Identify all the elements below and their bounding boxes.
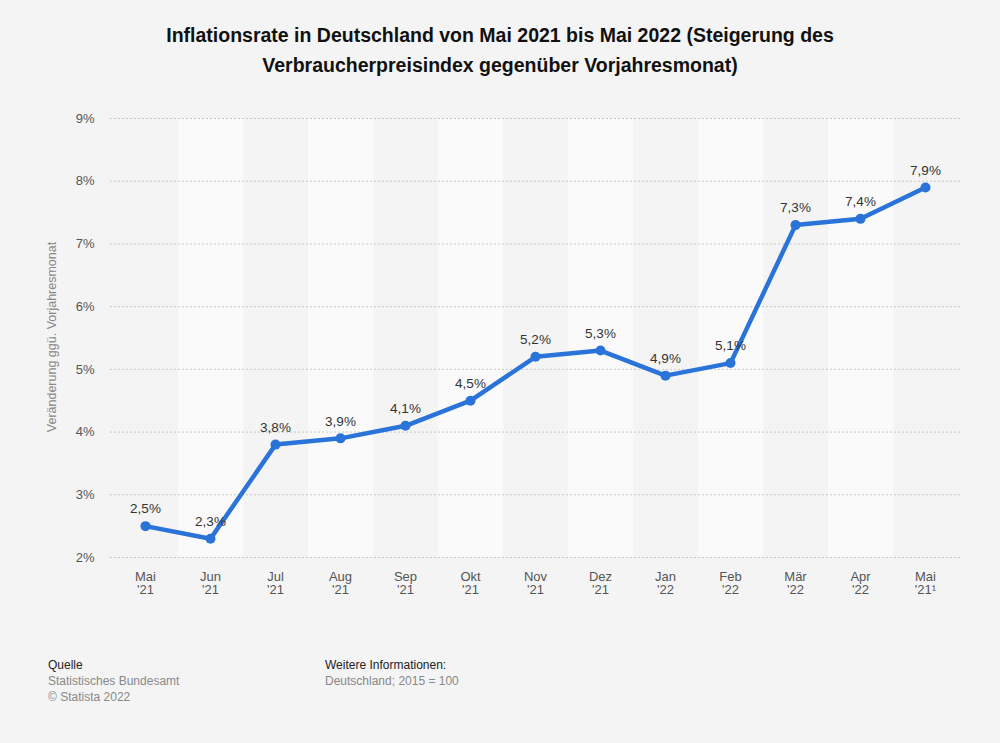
html-text:Inflationsrate in Deutschland: Inflationsrate in Deutschland von Mai 20… — [166, 24, 834, 76]
svg-text:Sep'21: Sep'21 — [394, 569, 417, 597]
svg-text:7,3%: 7,3% — [780, 200, 811, 215]
svg-text:5,1%: 5,1% — [715, 338, 746, 353]
svg-text:Jan'22: Jan'22 — [655, 569, 676, 597]
svg-text:Mai'21: Mai'21 — [135, 569, 156, 597]
html-text:© Statista 2022: © Statista 2022 — [48, 690, 131, 704]
svg-text:9%: 9% — [76, 111, 95, 126]
svg-text:4,5%: 4,5% — [455, 376, 486, 391]
svg-text:2%: 2% — [76, 550, 95, 565]
svg-text:Feb'22: Feb'22 — [719, 569, 741, 597]
html-text:Statistisches Bundesamt: Statistisches Bundesamt — [48, 674, 180, 688]
svg-text:5%: 5% — [76, 362, 95, 377]
svg-text:3,9%: 3,9% — [325, 414, 356, 429]
svg-text:3,8%: 3,8% — [260, 420, 291, 435]
svg-text:5,3%: 5,3% — [585, 326, 616, 341]
svg-text:Jul'21: Jul'21 — [267, 569, 284, 597]
svg-text:Dez'21: Dez'21 — [589, 569, 612, 597]
svg-text:2,3%: 2,3% — [195, 514, 226, 529]
svg-text:5,2%: 5,2% — [520, 332, 551, 347]
svg-text:3%: 3% — [76, 487, 95, 502]
svg-text:6%: 6% — [76, 299, 95, 314]
svg-text:Apr'22: Apr'22 — [850, 569, 871, 597]
html-text:Deutschland; 2015 = 100: Deutschland; 2015 = 100 — [325, 674, 459, 688]
svg-text:7%: 7% — [76, 236, 95, 251]
html-text:Quelle: Quelle — [48, 658, 83, 672]
html-text:Veränderung ggü. Vorjahresmona: Veränderung ggü. Vorjahresmonat — [45, 241, 59, 433]
svg-text:2,5%: 2,5% — [130, 501, 161, 516]
svg-text:4%: 4% — [76, 424, 95, 439]
svg-text:7,9%: 7,9% — [910, 163, 941, 178]
svg-text:8%: 8% — [76, 173, 95, 188]
svg-text:Okt'21: Okt'21 — [460, 569, 481, 597]
svg-text:7,4%: 7,4% — [845, 194, 876, 209]
html-text:Weitere Informationen:: Weitere Informationen: — [325, 658, 447, 672]
svg-text:Mär'22: Mär'22 — [784, 569, 807, 597]
svg-text:Mai'21¹: Mai'21¹ — [915, 569, 937, 597]
svg-text:Nov'21: Nov'21 — [524, 569, 548, 597]
svg-text:Jun'21: Jun'21 — [200, 569, 221, 597]
svg-text:Aug'21: Aug'21 — [329, 569, 352, 597]
svg-text:4,1%: 4,1% — [390, 401, 421, 416]
svg-text:4,9%: 4,9% — [650, 351, 681, 366]
